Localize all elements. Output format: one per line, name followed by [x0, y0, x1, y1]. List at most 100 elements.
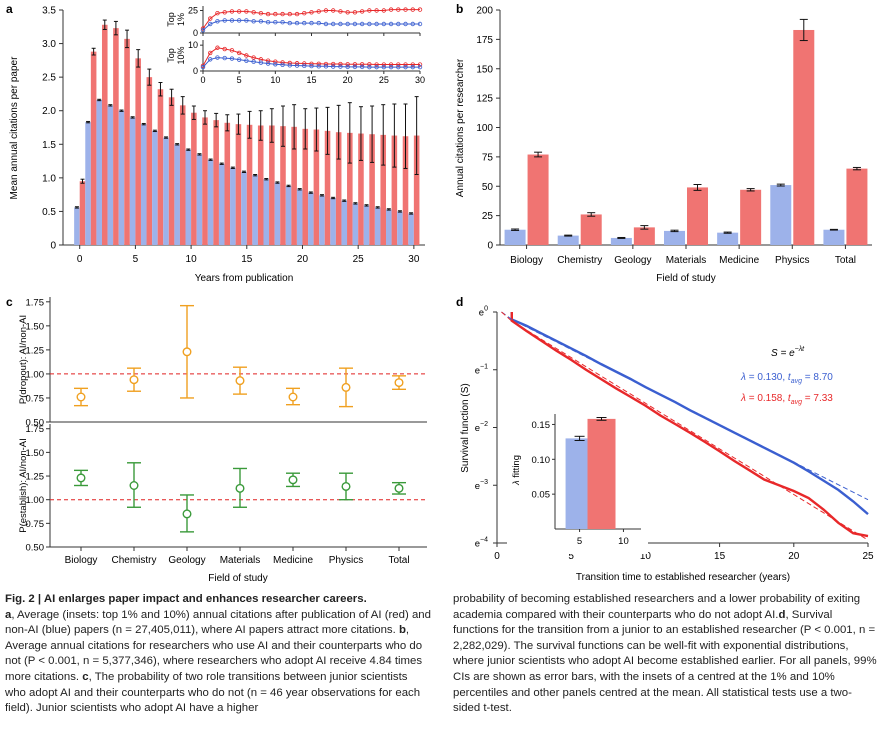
model-formula-exponent: −λt — [795, 346, 806, 353]
inset-marker-nonai — [280, 62, 285, 68]
y-tick-label: 1.0 — [42, 173, 56, 184]
inset-marker-nonai — [229, 18, 235, 23]
ratio-marker — [288, 475, 298, 485]
y-tick-label-exponent: −3 — [480, 479, 488, 486]
bar-ai — [291, 126, 297, 245]
inset-marker-ai — [258, 10, 264, 16]
ratio-marker — [394, 378, 404, 388]
bar-nonai — [252, 175, 258, 245]
x-tick-label: 0 — [494, 551, 500, 562]
inset-marker-nonai — [280, 20, 285, 25]
inset-marker-ai — [410, 62, 415, 67]
caption-panel-letter: d — [778, 608, 786, 621]
x-tick-label: Chemistry — [557, 255, 602, 266]
bar-nonai — [218, 163, 225, 245]
bar-nonai — [823, 229, 845, 245]
inset-y-tick-label: 0 — [193, 66, 198, 76]
inset-marker-ai — [251, 55, 256, 60]
y-tick-label: 175 — [476, 35, 493, 46]
x-tick-label: 5 — [568, 551, 574, 562]
survival-curve-ai — [510, 312, 869, 538]
bar-ai — [413, 135, 420, 245]
inset-marker-ai — [367, 62, 372, 67]
caption-text: , Survival functions for the transition … — [453, 608, 877, 715]
bar-ai — [358, 133, 364, 245]
legend-nonai-t: t — [788, 372, 792, 383]
legend-nonai-tvalue: = 8.70 — [802, 372, 833, 383]
x-tick-label: 10 — [186, 254, 198, 265]
inset-marker-nonai — [352, 64, 358, 70]
legend-ai-subscript: avg — [791, 399, 802, 406]
inset-marker-ai — [265, 58, 271, 63]
x-tick-label: Materials — [220, 555, 261, 566]
bar-ai — [740, 189, 762, 245]
inset-marker-ai — [215, 45, 220, 50]
inset-marker-nonai — [374, 64, 379, 70]
bar-ai — [687, 187, 708, 245]
bar-nonai — [129, 117, 136, 245]
y-tick-label: e−2 — [475, 421, 488, 434]
fit-line-ai — [501, 311, 869, 541]
y-tick-label: 1.50 — [26, 321, 45, 332]
bar-ai — [280, 126, 286, 245]
inset-marker-nonai — [388, 21, 394, 27]
inset-marker-nonai — [388, 64, 394, 70]
x-tick-label: 20 — [788, 551, 800, 562]
ratio-marker — [129, 375, 139, 385]
inset-x-tick-label: 15 — [306, 75, 316, 85]
inset-marker-ai — [316, 61, 321, 66]
inset-x-tick-label: 25 — [379, 75, 389, 85]
y-tick-label-base: e — [475, 423, 480, 434]
inset-marker-nonai — [309, 20, 314, 26]
x-tick-label: 30 — [408, 254, 420, 265]
inset-marker-ai — [222, 10, 227, 15]
bar-ai — [846, 168, 868, 245]
inset-marker-ai — [265, 11, 271, 17]
inset-y-axis-label: λ fitting — [511, 455, 522, 486]
x-tick-label: Geology — [168, 555, 205, 566]
inset-marker-nonai — [403, 64, 408, 70]
inset-marker-nonai — [381, 21, 387, 27]
bar-nonai — [504, 229, 526, 245]
inset-marker-nonai — [359, 64, 365, 70]
y-tick-label: 0 — [50, 241, 56, 252]
y-tick-label: 1.00 — [26, 495, 45, 506]
inset-marker-ai — [251, 10, 256, 15]
inset-y-tick-label: 0 — [193, 28, 198, 38]
x-tick-label: Physics — [329, 555, 363, 566]
panel-c-letter: c — [6, 295, 13, 309]
bar-ai — [202, 117, 208, 245]
panel-c-establish-plot: 0.50 0.75 1.00 1.25 1.50 1.75 P(establish): AI… — [18, 424, 427, 584]
inset-marker-nonai — [273, 20, 278, 25]
inset-marker-nonai — [265, 61, 271, 66]
panel-b-plot: 0 25 50 75 100 125 150 175 200 Annual citations p… — [455, 6, 872, 284]
y-axis-label: Mean annual citations per paper — [9, 56, 20, 200]
bar-nonai — [308, 192, 314, 245]
x-tick-label: 15 — [241, 254, 253, 265]
bar-nonai — [363, 205, 370, 245]
y-tick-label: e−4 — [475, 537, 488, 550]
inset-marker-nonai — [381, 64, 387, 70]
inset-marker-ai — [331, 8, 336, 13]
legend-ai-value: = 0.158, — [746, 393, 788, 404]
bar-nonai — [207, 159, 214, 245]
bar-ai — [302, 128, 309, 245]
bar-nonai — [274, 182, 281, 245]
inset-y-axis-label: Top1% — [166, 12, 186, 27]
y-tick-label: 0 — [487, 241, 493, 252]
inset-marker-ai — [302, 10, 307, 16]
ratio-marker — [341, 481, 351, 491]
inset-marker-ai — [287, 11, 292, 17]
inset-marker-nonai — [302, 63, 307, 69]
caption-right-column: probability of becoming established rese… — [453, 592, 879, 717]
inset-marker-nonai — [396, 21, 401, 27]
inset-marker-ai — [403, 7, 408, 12]
inset-marker-nonai — [244, 58, 249, 63]
inset-marker-ai — [208, 16, 213, 21]
inset-marker-ai — [215, 10, 220, 16]
figure: a 0 0.5 1.0 1.5 2.0 2.5 3.0 3.5 0 5 10 15 20 25 30 Year… — [6, 2, 874, 584]
y-tick-label-base: e — [479, 308, 484, 319]
panel-a: a 0 0.5 1.0 1.5 2.0 2.5 3.0 3.5 0 5 10 15 20 25 30 Year… — [6, 2, 425, 284]
y-tick-label: 1.5 — [42, 140, 56, 151]
